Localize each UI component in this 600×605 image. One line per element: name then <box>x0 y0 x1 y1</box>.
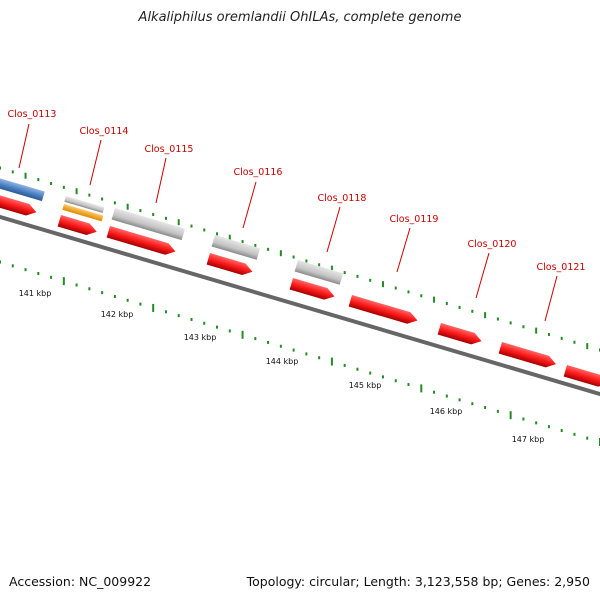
gene-label-leader <box>89 139 102 186</box>
cds-arrow[interactable] <box>106 226 178 257</box>
cds-arrow[interactable] <box>498 342 558 370</box>
grey-feature-block[interactable] <box>111 208 186 241</box>
gene-label-leader <box>396 227 411 273</box>
grey-feature-block[interactable] <box>64 196 105 214</box>
gene-label[interactable]: Clos_0120 <box>468 239 517 250</box>
cds-arrow[interactable] <box>0 193 38 218</box>
gene-label-leader <box>18 123 30 169</box>
blue-feature-block[interactable] <box>0 176 45 202</box>
gene-label-leader <box>475 252 490 299</box>
cds-arrow[interactable] <box>348 295 420 326</box>
gene-label[interactable]: Clos_0114 <box>80 126 129 137</box>
gene-label[interactable]: Clos_0115 <box>145 144 194 155</box>
ruler-label: 142 kbp <box>101 310 134 319</box>
accession-text: Accession: NC_009922 <box>9 574 152 589</box>
cds-arrow[interactable] <box>57 215 99 238</box>
grey-feature-block[interactable] <box>294 260 344 285</box>
genome-summary-text: Topology: circular; Length: 3,123,558 bp… <box>246 574 590 589</box>
grey-feature-block[interactable] <box>211 235 261 260</box>
gene-label[interactable]: Clos_0116 <box>234 167 283 178</box>
cds-arrow[interactable] <box>206 253 255 277</box>
gene-label-leader <box>326 206 341 253</box>
gene-label-leader <box>155 157 167 204</box>
gene-label-leader <box>544 275 558 322</box>
ruler-label: 144 kbp <box>266 357 299 366</box>
genome-backbone <box>0 214 600 397</box>
gene-label[interactable]: Clos_0119 <box>390 214 439 225</box>
gene-label[interactable]: Clos_0121 <box>537 262 586 273</box>
cds-arrow[interactable] <box>437 323 484 347</box>
orange-feature-block[interactable] <box>62 204 104 222</box>
ruler-label: 147 kbp <box>512 435 545 444</box>
cds-arrow[interactable] <box>563 365 600 389</box>
genome-title: Alkaliphilus oremlandii OhILAs, complete… <box>138 10 462 25</box>
gene-label-leader <box>242 181 257 229</box>
cds-arrow[interactable] <box>289 278 337 302</box>
gene-label[interactable]: Clos_0113 <box>8 109 57 120</box>
ruler-label: 146 kbp <box>430 407 463 416</box>
ruler-label: 145 kbp <box>349 381 382 390</box>
ruler-label: 143 kbp <box>184 333 217 342</box>
gene-label[interactable]: Clos_0118 <box>318 193 367 204</box>
ruler-label: 141 kbp <box>19 289 52 298</box>
